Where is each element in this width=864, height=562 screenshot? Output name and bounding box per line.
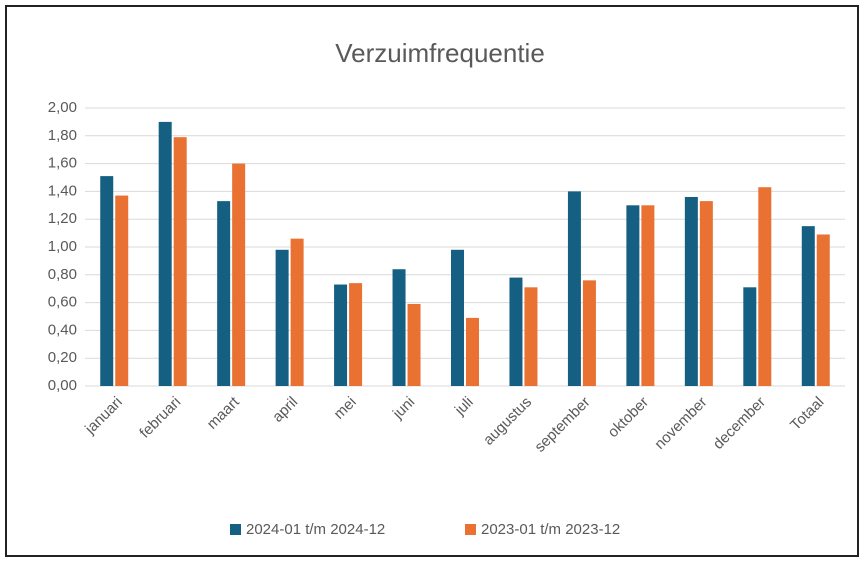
legend-swatch xyxy=(230,524,241,535)
bar xyxy=(801,226,815,386)
bar xyxy=(451,249,464,386)
bar xyxy=(173,137,187,386)
bar xyxy=(582,280,596,386)
bar xyxy=(626,205,640,386)
bar xyxy=(275,249,289,386)
y-tick-label: 0,40 xyxy=(48,321,77,338)
y-tick-label: 0,00 xyxy=(48,377,77,394)
legend-label: 2024-01 t/m 2024-12 xyxy=(246,521,385,538)
y-tick-label: 0,60 xyxy=(48,294,77,311)
y-tick-label: 1,40 xyxy=(48,182,77,199)
bar xyxy=(407,303,421,386)
bar xyxy=(816,234,830,386)
bar xyxy=(115,195,129,386)
bar xyxy=(684,196,698,386)
y-tick-label: 1,60 xyxy=(48,155,77,172)
bar xyxy=(217,201,231,386)
chart-title: Verzuimfrequentie xyxy=(335,38,545,68)
y-tick-label: 0,80 xyxy=(48,266,77,283)
bar xyxy=(466,317,479,386)
bar xyxy=(158,121,172,387)
y-tick-label: 2,00 xyxy=(48,99,77,116)
y-tick-label: 1,00 xyxy=(48,238,77,255)
bar xyxy=(743,287,757,386)
bar xyxy=(232,163,246,386)
bar xyxy=(334,284,348,386)
bar xyxy=(100,176,114,386)
bar xyxy=(567,191,581,386)
chart-frame xyxy=(5,5,859,557)
legend-swatch xyxy=(465,524,476,535)
bar xyxy=(699,201,713,386)
legend-label: 2023-01 t/m 2023-12 xyxy=(481,521,620,538)
bar xyxy=(290,238,304,386)
bar xyxy=(349,283,363,386)
bar xyxy=(392,269,406,386)
y-tick-label: 1,80 xyxy=(48,127,77,144)
bar xyxy=(641,205,655,386)
bar xyxy=(509,277,523,386)
y-tick-label: 1,20 xyxy=(48,210,77,227)
bar xyxy=(524,287,538,386)
y-tick-label: 0,20 xyxy=(48,349,77,366)
bar xyxy=(758,187,772,386)
